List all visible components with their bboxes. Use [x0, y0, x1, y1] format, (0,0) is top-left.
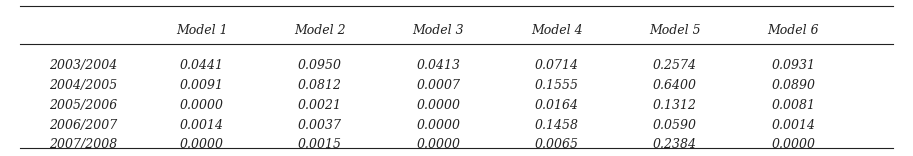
Text: 0.0000: 0.0000	[771, 138, 815, 151]
Text: 2005/2006: 2005/2006	[49, 99, 118, 112]
Text: 0.0037: 0.0037	[298, 119, 342, 132]
Text: 2004/2005: 2004/2005	[49, 79, 118, 92]
Text: Model 2: Model 2	[294, 24, 346, 37]
Text: 0.0812: 0.0812	[298, 79, 342, 92]
Text: 0.0000: 0.0000	[416, 119, 460, 132]
Text: 0.6400: 0.6400	[653, 79, 697, 92]
Text: 0.0000: 0.0000	[416, 138, 460, 151]
Text: 2007/2008: 2007/2008	[49, 138, 118, 151]
Text: 0.0000: 0.0000	[180, 138, 224, 151]
Text: Model 5: Model 5	[649, 24, 701, 37]
Text: Model 3: Model 3	[413, 24, 464, 37]
Text: 0.0091: 0.0091	[180, 79, 224, 92]
Text: 0.0950: 0.0950	[298, 59, 342, 72]
Text: 0.0007: 0.0007	[416, 79, 460, 92]
Text: 0.0014: 0.0014	[771, 119, 815, 132]
Text: 2006/2007: 2006/2007	[49, 119, 118, 132]
Text: Model 6: Model 6	[768, 24, 819, 37]
Text: 0.0890: 0.0890	[771, 79, 815, 92]
Text: 0.1458: 0.1458	[535, 119, 579, 132]
Text: 0.0164: 0.0164	[535, 99, 579, 112]
Text: 0.0015: 0.0015	[298, 138, 342, 151]
Text: 0.0014: 0.0014	[180, 119, 224, 132]
Text: 0.0413: 0.0413	[416, 59, 460, 72]
Text: 0.0081: 0.0081	[771, 99, 815, 112]
Text: 0.0931: 0.0931	[771, 59, 815, 72]
Text: 0.0065: 0.0065	[535, 138, 579, 151]
Text: 0.0441: 0.0441	[180, 59, 224, 72]
Text: 0.2384: 0.2384	[653, 138, 697, 151]
Text: 0.1312: 0.1312	[653, 99, 697, 112]
Text: Model 4: Model 4	[530, 24, 582, 37]
Text: 0.0000: 0.0000	[180, 99, 224, 112]
Text: 0.2574: 0.2574	[653, 59, 697, 72]
Text: 0.0000: 0.0000	[416, 99, 460, 112]
Text: 0.0021: 0.0021	[298, 99, 342, 112]
Text: 0.0714: 0.0714	[535, 59, 579, 72]
Text: 0.1555: 0.1555	[535, 79, 579, 92]
Text: 2003/2004: 2003/2004	[49, 59, 118, 72]
Text: Model 1: Model 1	[176, 24, 227, 37]
Text: 0.0590: 0.0590	[653, 119, 697, 132]
